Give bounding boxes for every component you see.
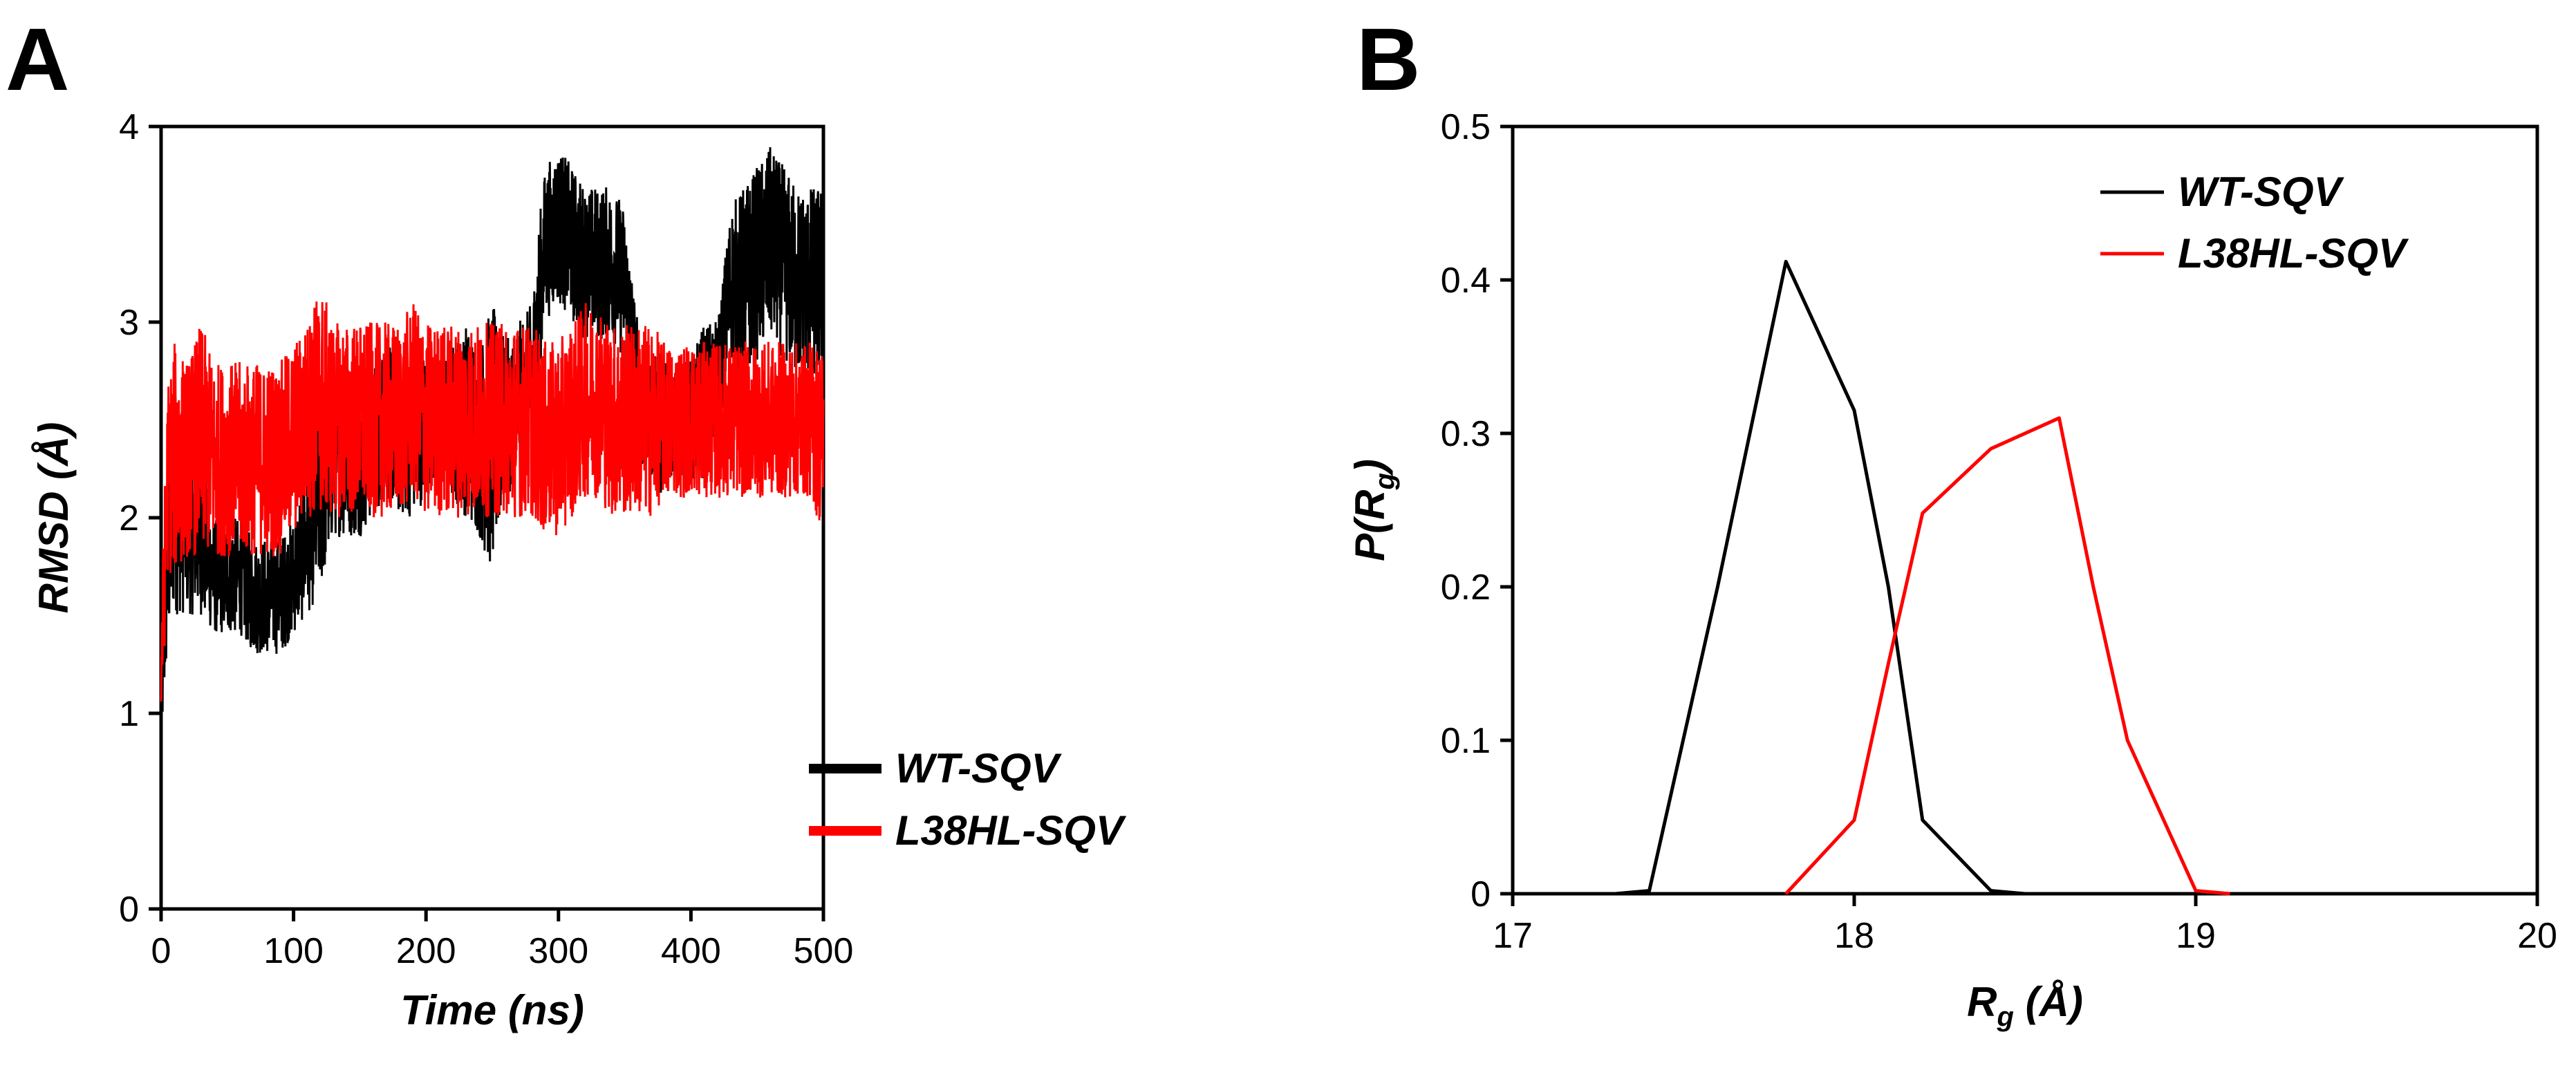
rg-x-tick-label: 20 — [2517, 916, 2557, 956]
rmsd-x-tick-label: 100 — [263, 931, 324, 971]
rg-y-tick-label: 0.1 — [1441, 721, 1491, 761]
rmsd-x-tick-label: 500 — [794, 931, 854, 971]
rmsd-y-tick-label: 3 — [119, 303, 139, 343]
rmsd-x-tick-label: 400 — [661, 931, 721, 971]
panel-label-a: A — [6, 10, 69, 109]
rg-x-axis-title-tail: (Å) — [2014, 979, 2083, 1025]
rg-y-tick-label: 0 — [1471, 874, 1491, 914]
rg-series-group — [1614, 259, 2230, 896]
rg-x-axis-title-sub: g — [1996, 1002, 2013, 1032]
legend-label-wt-sqv: WT-SQV — [895, 745, 1063, 791]
rmsd-y-axis-title: RMSD (Å) — [30, 422, 77, 614]
rg-series-l38hl-sqv — [1784, 416, 2230, 896]
panel-label-b: B — [1356, 10, 1420, 109]
rmsd-y-tick-label: 2 — [119, 498, 139, 538]
legend-label-wt-sqv-b: WT-SQV — [2178, 169, 2345, 215]
rmsd-series-l38hl-sqv — [160, 301, 825, 702]
rg-x-axis-title: Rg (Å) — [1967, 979, 2083, 1032]
rg-y-axis-title: P(Rg) — [1347, 459, 1400, 561]
rg-y-tick-label: 0.2 — [1441, 567, 1491, 608]
rg-axis-ticks: 17 18 19 20 0 0.1 0.2 0.3 0.4 0.5 — [1441, 107, 2557, 956]
rg-y-axis-title-sub: g — [1370, 473, 1400, 490]
rmsd-y-tick-label: 0 — [119, 890, 139, 930]
rmsd-x-tick-label: 0 — [151, 931, 171, 971]
legend-label-l38hl-sqv: L38HL-SQV — [895, 807, 1127, 854]
rmsd-axis-ticks: 0 100 200 300 400 500 0 1 2 3 4 — [119, 107, 853, 971]
rg-x-tick-label: 18 — [1834, 916, 1874, 956]
rmsd-y-tick-label: 1 — [119, 694, 139, 734]
rg-series-wt-sqv — [1614, 259, 2026, 896]
rmsd-x-tick-label: 200 — [396, 931, 456, 971]
rg-y-tick-label: 0.5 — [1441, 107, 1491, 147]
rg-x-tick-label: 17 — [1493, 916, 1533, 956]
rmsd-y-tick-label: 4 — [119, 107, 139, 147]
rg-y-tick-label: 0.3 — [1441, 414, 1491, 454]
rmsd-x-axis-title: Time (ns) — [400, 987, 584, 1033]
legend-label-l38hl-sqv-b: L38HL-SQV — [2178, 230, 2409, 276]
rmsd-legend: WT-SQV L38HL-SQV — [809, 745, 1127, 854]
rg-x-tick-label: 19 — [2176, 916, 2216, 956]
rg-x-axis-title-main: R — [1967, 979, 1997, 1025]
rmsd-x-tick-label: 300 — [528, 931, 588, 971]
rg-y-tick-label: 0.4 — [1441, 261, 1491, 301]
rg-legend: WT-SQV L38HL-SQV — [2100, 169, 2409, 276]
rg-distribution-chart: 17 18 19 20 0 0.1 0.2 0.3 0.4 0.5 Rg (Å) P(Rg) WT… — [1347, 107, 2557, 1032]
rmsd-series-group — [160, 147, 825, 724]
rmsd-chart: 0 100 200 300 400 500 0 1 2 3 4 Time (ns) RMSD (Å)… — [30, 107, 1127, 1033]
rg-y-axis-title-main: P(R — [1347, 490, 1393, 561]
